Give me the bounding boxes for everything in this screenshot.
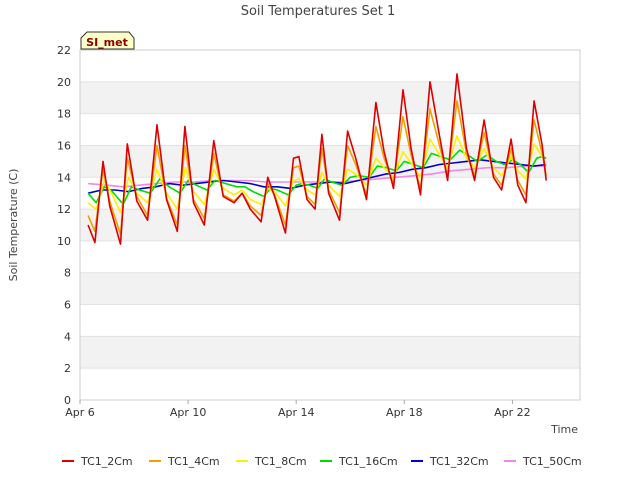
y-tick-label: 4: [64, 330, 71, 343]
series-lines: [87, 73, 547, 245]
y-tick-label: 18: [57, 108, 71, 121]
x-axis-ticks: Apr 6 Apr 10 Apr 14 Apr 18 Apr 22: [65, 400, 531, 419]
chart-title: Soil Temperatures Set 1: [241, 4, 396, 19]
y-tick-label: 16: [57, 139, 71, 152]
y-tick-label: 10: [57, 235, 71, 248]
y-tick-label: 2: [64, 362, 71, 375]
y-tick-label: 0: [64, 394, 71, 407]
legend-item: TC1_16Cm: [320, 455, 398, 468]
series-line-tc1-2cm: [87, 73, 547, 245]
x-tick-label: Apr 10: [170, 406, 207, 419]
grid-band: [80, 272, 580, 305]
station-badge-shape: [80, 31, 135, 50]
x-tick-label: Apr 22: [494, 406, 531, 419]
y-tick-label: 12: [57, 203, 71, 216]
y-tick-label: 22: [57, 44, 71, 57]
y-tick-label: 20: [57, 76, 71, 89]
legend-item: TC1_50Cm: [504, 455, 582, 468]
legend: TC1_2Cm TC1_4Cm TC1_8Cm TC1_16Cm TC1_32Cm TC1…: [62, 455, 582, 468]
y-tick-label: 8: [64, 267, 71, 280]
y-tick-label: 6: [64, 299, 71, 312]
x-axis-label: Time: [550, 423, 578, 436]
x-tick-label: Apr 18: [386, 406, 423, 419]
station-badge: SI_met: [80, 31, 135, 50]
legend-label: TC1_16Cm: [338, 455, 398, 468]
y-axis-ticks: 0 2 4 6 8 10 12 14 16 18 20 22: [57, 44, 71, 407]
x-tick-label: Apr 6: [65, 406, 95, 419]
grid-band: [80, 336, 580, 369]
station-badge-label: SI_met: [86, 36, 128, 49]
legend-label: TC1_32Cm: [429, 455, 489, 468]
plot-background-bands: [80, 81, 580, 401]
legend-item: TC1_8Cm: [236, 455, 307, 468]
legend-item: TC1_32Cm: [411, 455, 489, 468]
series-line-tc1-50cm: [88, 165, 547, 188]
y-tick-label: 14: [57, 171, 71, 184]
legend-label: TC1_2Cm: [80, 455, 133, 468]
legend-label: TC1_8Cm: [254, 455, 307, 468]
plot-frame: [79, 49, 581, 401]
y-axis-label: Soil Temperature (C): [7, 169, 20, 282]
legend-label: TC1_4Cm: [167, 455, 220, 468]
legend-item: TC1_4Cm: [149, 455, 220, 468]
x-tick-label: Apr 14: [278, 406, 315, 419]
grid-band: [80, 209, 580, 241]
grid-band: [80, 81, 580, 114]
legend-label: TC1_50Cm: [522, 455, 582, 468]
legend-item: TC1_2Cm: [62, 455, 133, 468]
